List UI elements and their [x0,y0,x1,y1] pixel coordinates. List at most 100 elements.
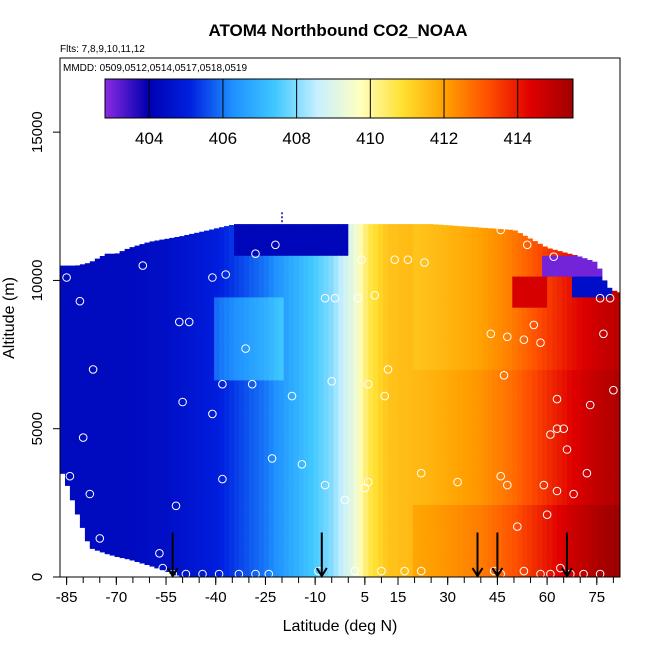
curtain-cell [407,317,414,329]
curtain-cell [398,359,404,370]
curtain-cell [298,566,305,577]
curtain-cell [348,483,354,495]
curtain-cell [283,452,290,464]
curtain-cell [616,421,620,433]
curtain-cell [462,307,469,319]
sample-point [552,394,562,404]
curtain-cell [532,400,538,412]
curtain-cell [363,525,369,537]
curtain-cell [174,452,180,464]
curtain-cell [472,307,479,319]
curtain-cell [328,359,334,370]
curtain-cell [407,421,414,433]
curtain-cell [487,514,494,526]
curtain-cell [383,265,389,277]
curtain-cell [467,317,474,329]
curtain-cell [149,265,156,277]
curtain-cell [586,327,593,339]
curtain-cell [348,317,354,329]
curtain-cell [119,535,126,547]
curtain-cell [412,473,419,485]
sample-point [327,377,337,386]
curtain-cell [224,338,230,350]
curtain-cell [338,255,344,267]
curtain-cell [422,566,429,577]
sample-point [503,480,512,490]
curtain-cell [492,317,498,329]
curtain-cell [487,286,494,298]
curtain-cell [358,442,364,454]
curtain-cell [323,286,329,298]
curtain-cell [606,338,613,350]
curtain-cell [149,535,156,547]
curtain-cell [263,224,270,236]
curtain-cell [328,545,334,557]
curtain-cell [258,535,265,547]
curtain-cell [343,307,349,319]
curtain-cell [517,369,523,381]
curtain-cell [258,410,265,422]
sample-point [95,534,105,543]
curtain-cell [417,421,424,433]
curtain-cell [407,348,414,360]
curtain-cell [129,379,136,391]
curtain-cell [134,255,141,267]
curtain-cell [273,338,280,350]
curtain-cell [522,359,528,370]
curtain-cell [477,307,484,319]
curtain-cell [427,442,434,454]
curtain-cell [432,566,439,577]
curtain-cell [194,307,200,319]
curtain-cell [432,379,439,391]
curtain-cell [229,390,235,402]
curtain-cell [258,504,265,516]
curtain-cell [432,494,439,505]
curtain-cell [283,514,290,526]
curtain-cell [69,452,76,464]
curtain-cell [472,276,479,287]
curtain-cell [562,442,568,454]
curtain-cell [219,348,225,360]
curtain-cell [60,359,66,370]
curtain-cell [179,255,185,267]
curtain-cell [358,255,364,267]
curtain-cell [338,296,344,308]
curtain-cell [417,296,424,308]
curtain-cell [517,473,523,485]
curtain-cell [94,400,101,412]
curtain-cell [134,462,141,474]
curtain-cell [542,462,548,474]
curtain-cell [159,317,165,329]
curtain-cell [393,327,399,339]
curtain-cell [581,442,588,454]
curtain-cell [457,317,464,329]
curtain-cell [114,369,121,381]
curtain-cell [611,421,618,433]
curtain-cell [243,390,250,402]
curtain-cell [129,348,136,360]
curtain-cell [134,338,141,350]
curtain-cell [149,296,156,308]
curtain-cell [437,265,444,277]
curtain-cell [552,483,558,495]
curtain-cell [109,504,116,516]
curtain-cell [84,410,91,422]
curtain-cell [611,514,618,526]
curtain-cell [69,462,76,474]
curtain-cell [552,317,558,329]
curtain-cell [452,442,459,454]
curtain-cell [422,359,429,370]
curtain-cell [293,535,300,547]
curtain-cell [89,483,96,495]
curtain-cell [542,265,548,277]
curtain-cell [373,410,379,422]
curtain-cell [119,338,126,350]
curtain-cell [353,400,359,412]
curtain-cell [89,286,96,298]
curtain-cell [507,379,513,391]
curtain-cell [422,473,429,485]
curtain-cell [194,348,200,360]
curtain-cell [268,483,275,495]
curtain-cell [547,307,553,319]
curtain-cell [383,296,389,308]
